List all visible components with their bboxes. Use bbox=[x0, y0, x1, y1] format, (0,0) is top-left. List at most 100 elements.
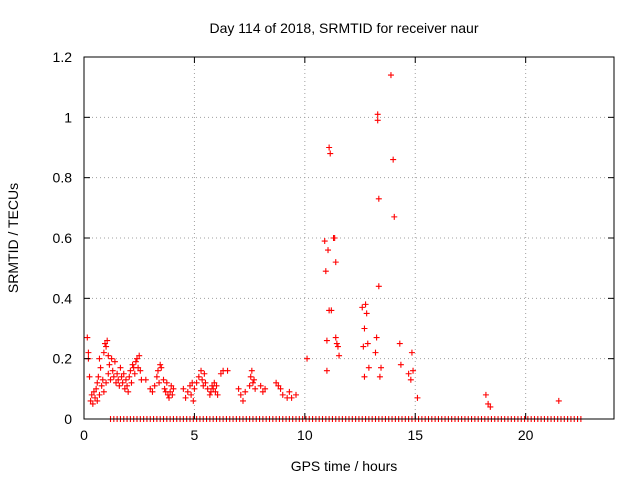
x-tick-label: 0 bbox=[80, 427, 88, 443]
data-point bbox=[160, 376, 167, 383]
data-point bbox=[161, 385, 168, 392]
data-point bbox=[100, 349, 107, 356]
data-point bbox=[151, 382, 158, 389]
data-point bbox=[237, 391, 244, 398]
data-point bbox=[87, 397, 94, 404]
data-point bbox=[157, 361, 164, 368]
data-point bbox=[103, 343, 110, 350]
data-point bbox=[142, 376, 149, 383]
data-point bbox=[376, 373, 383, 380]
y-tick-label: 0.2 bbox=[53, 351, 73, 367]
data-point bbox=[206, 391, 213, 398]
data-point bbox=[107, 376, 114, 383]
data-point bbox=[187, 382, 193, 389]
data-point bbox=[106, 361, 113, 368]
data-point bbox=[257, 382, 264, 389]
data-point bbox=[240, 397, 246, 404]
data-point bbox=[555, 397, 562, 404]
data-point bbox=[184, 388, 191, 395]
data-point bbox=[131, 370, 138, 377]
data-point bbox=[390, 156, 397, 163]
data-point bbox=[321, 238, 328, 245]
y-tick-label: 0.4 bbox=[53, 290, 73, 306]
data-point bbox=[89, 400, 96, 407]
data-point bbox=[332, 334, 339, 341]
data-point bbox=[166, 394, 173, 401]
x-tick-label: 5 bbox=[191, 427, 199, 443]
data-point bbox=[360, 343, 367, 350]
data-point bbox=[327, 150, 334, 157]
data-point bbox=[86, 373, 93, 380]
data-point bbox=[158, 364, 165, 371]
data-point bbox=[103, 379, 110, 386]
data-point bbox=[190, 397, 197, 404]
y-tick-label: 1.2 bbox=[53, 49, 73, 65]
data-point bbox=[414, 394, 421, 401]
data-point bbox=[109, 367, 116, 374]
data-point bbox=[180, 385, 187, 392]
data-point bbox=[375, 195, 382, 202]
data-point bbox=[167, 388, 174, 395]
data-point bbox=[195, 373, 202, 380]
data-point bbox=[199, 376, 206, 383]
data-point bbox=[198, 367, 205, 374]
data-point bbox=[224, 367, 231, 374]
data-point bbox=[359, 304, 366, 311]
data-point bbox=[326, 144, 333, 151]
data-point bbox=[277, 385, 284, 392]
data-point bbox=[487, 403, 494, 410]
data-point bbox=[127, 367, 134, 374]
data-point bbox=[251, 376, 258, 383]
data-point bbox=[99, 376, 106, 383]
data-point bbox=[153, 373, 160, 380]
data-point bbox=[96, 391, 103, 398]
data-point bbox=[482, 391, 489, 398]
data-point bbox=[129, 361, 136, 368]
data-point bbox=[407, 376, 414, 383]
data-point bbox=[323, 337, 330, 344]
data-point bbox=[334, 343, 341, 350]
data-point bbox=[408, 349, 415, 356]
data-point bbox=[410, 367, 417, 374]
y-tick-label: 0 bbox=[64, 411, 72, 427]
data-point bbox=[121, 385, 128, 392]
data-point bbox=[128, 379, 135, 386]
data-point bbox=[182, 394, 189, 401]
data-point bbox=[397, 361, 404, 368]
data-point bbox=[115, 376, 122, 383]
data-point bbox=[365, 364, 372, 371]
chart-title: Day 114 of 2018, SRMTID for receiver nau… bbox=[210, 20, 479, 36]
data-point bbox=[323, 367, 330, 374]
data-point bbox=[214, 391, 221, 398]
data-point bbox=[396, 340, 403, 347]
y-tick-label: 0.6 bbox=[53, 230, 73, 246]
data-point bbox=[119, 379, 126, 386]
data-point bbox=[248, 367, 255, 374]
data-point bbox=[201, 370, 208, 377]
data-point bbox=[90, 388, 97, 395]
data-point bbox=[405, 370, 412, 377]
data-point bbox=[363, 310, 370, 317]
axis-ticks bbox=[83, 56, 614, 420]
data-point bbox=[94, 379, 101, 386]
data-point bbox=[373, 334, 380, 341]
data-point bbox=[94, 397, 101, 404]
data-point bbox=[286, 388, 293, 395]
data-point bbox=[111, 358, 118, 365]
x-tick-label: 10 bbox=[297, 427, 313, 443]
data-point bbox=[126, 373, 133, 380]
data-point bbox=[95, 373, 102, 380]
data-point bbox=[372, 349, 379, 356]
data-point bbox=[85, 349, 92, 356]
data-point bbox=[118, 373, 125, 380]
y-tick-label: 1 bbox=[64, 109, 72, 125]
data-point bbox=[362, 301, 369, 308]
data-point bbox=[293, 391, 299, 398]
data-point bbox=[168, 382, 175, 389]
x-tick-label: 20 bbox=[518, 427, 534, 443]
data-point bbox=[154, 367, 161, 374]
data-point bbox=[210, 385, 217, 392]
data-point bbox=[110, 373, 117, 380]
data-point bbox=[249, 379, 256, 386]
